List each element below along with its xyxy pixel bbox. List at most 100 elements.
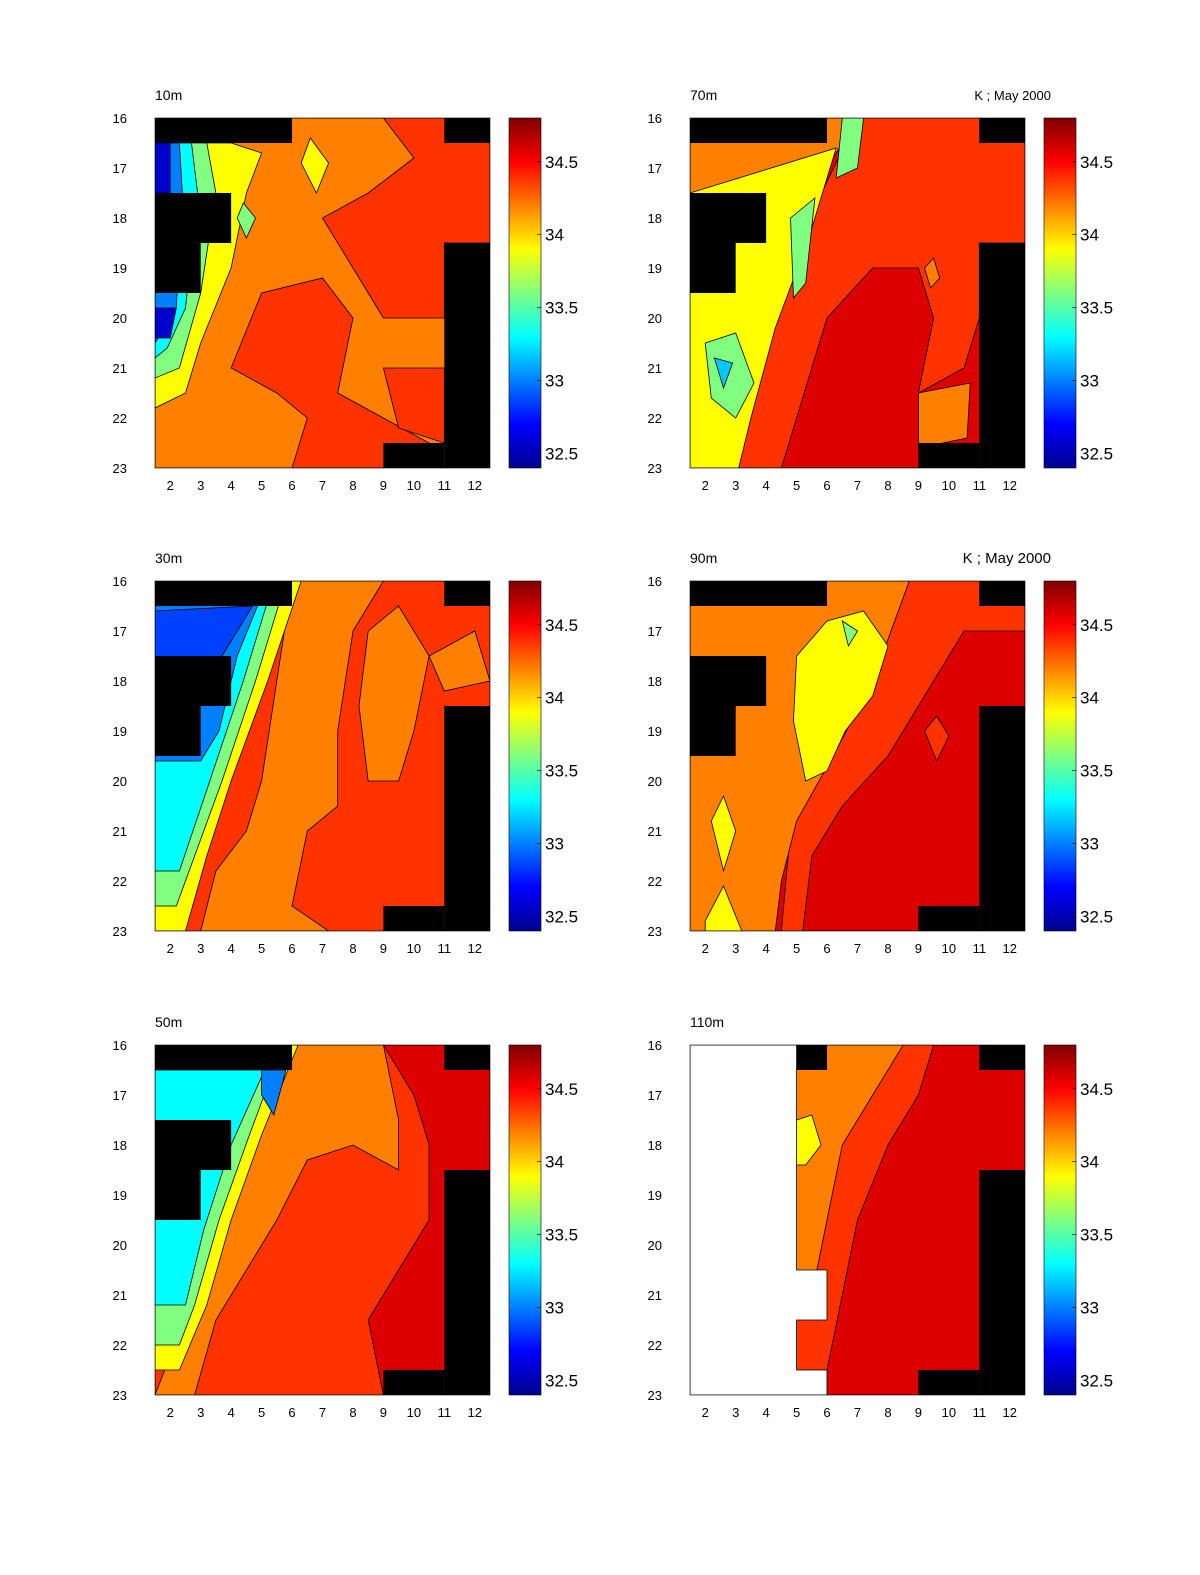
y-tick-label: 21 bbox=[648, 361, 662, 376]
colorbar-tick-label: 33.5 bbox=[545, 1226, 578, 1245]
y-tick-label: 17 bbox=[648, 624, 662, 639]
contour-region bbox=[200, 581, 384, 931]
y-tick-label: 19 bbox=[648, 1188, 662, 1203]
y-tick-label: 20 bbox=[648, 774, 662, 789]
x-tick-label: 3 bbox=[197, 941, 204, 956]
land-mask bbox=[444, 118, 490, 143]
land-mask bbox=[690, 706, 736, 756]
land-mask bbox=[444, 1045, 490, 1070]
x-tick-label: 6 bbox=[288, 478, 295, 493]
x-tick-label: 9 bbox=[915, 941, 922, 956]
land-mask bbox=[155, 706, 201, 756]
y-tick-label: 20 bbox=[648, 311, 662, 326]
x-tick-label: 9 bbox=[380, 1405, 387, 1420]
x-tick-label: 7 bbox=[319, 941, 326, 956]
land-mask bbox=[918, 1370, 980, 1395]
land-mask bbox=[979, 581, 1025, 606]
colorbar-tick-label: 33.5 bbox=[545, 762, 578, 781]
colorbar-tick-label: 34.5 bbox=[545, 1080, 578, 1099]
y-tick-label: 18 bbox=[113, 211, 127, 226]
land-mask bbox=[444, 706, 490, 931]
x-tick-label: 11 bbox=[973, 478, 987, 493]
contour-region bbox=[924, 715, 950, 762]
x-tick-label: 3 bbox=[197, 1405, 204, 1420]
land-mask bbox=[979, 1045, 1025, 1070]
x-tick-label: 4 bbox=[763, 941, 770, 956]
colorbar-tick-label: 33 bbox=[545, 1299, 564, 1318]
y-tick-label: 17 bbox=[648, 161, 662, 176]
colorbar bbox=[1043, 580, 1077, 932]
y-tick-label: 22 bbox=[113, 1338, 127, 1353]
x-tick-label: 10 bbox=[407, 478, 421, 493]
colorbar-tick-label: 34.5 bbox=[545, 616, 578, 635]
y-tick-label: 17 bbox=[113, 624, 127, 639]
y-tick-label: 19 bbox=[648, 261, 662, 276]
plot-frame bbox=[689, 1044, 1026, 1396]
contour-field bbox=[155, 118, 490, 468]
colorbar bbox=[508, 580, 542, 932]
plot-frame bbox=[689, 580, 1026, 932]
x-tick-label: 11 bbox=[438, 1405, 452, 1420]
land-mask bbox=[979, 118, 1025, 143]
land-mask bbox=[918, 906, 980, 931]
x-tick-label: 12 bbox=[1003, 478, 1017, 493]
colorbar bbox=[1043, 1044, 1077, 1396]
colorbar bbox=[508, 1044, 542, 1396]
x-tick-label: 5 bbox=[793, 478, 800, 493]
contour-region bbox=[841, 620, 859, 648]
x-tick-label: 9 bbox=[915, 1405, 922, 1420]
y-tick-label: 16 bbox=[113, 574, 127, 589]
x-tick-label: 3 bbox=[732, 1405, 739, 1420]
colorbar-tick-label: 34 bbox=[1080, 689, 1099, 708]
y-tick-label: 20 bbox=[113, 1238, 127, 1253]
y-tick-label: 22 bbox=[113, 411, 127, 426]
contour-region bbox=[790, 197, 816, 300]
y-tick-label: 18 bbox=[648, 211, 662, 226]
y-tick-label: 21 bbox=[113, 824, 127, 839]
contour-region bbox=[690, 1045, 828, 1395]
x-tick-label: 6 bbox=[823, 478, 830, 493]
panel-title: 90m bbox=[690, 550, 717, 566]
land-mask bbox=[690, 581, 828, 606]
contour-region bbox=[428, 630, 490, 692]
contour-field bbox=[690, 1045, 1025, 1395]
x-tick-label: 8 bbox=[349, 941, 356, 956]
contour-region bbox=[918, 382, 971, 449]
y-tick-label: 17 bbox=[648, 1088, 662, 1103]
land-mask bbox=[383, 906, 445, 931]
land-mask bbox=[155, 193, 232, 243]
land-mask bbox=[690, 656, 767, 706]
contour-region bbox=[358, 605, 430, 782]
y-tick-label: 23 bbox=[113, 461, 127, 476]
x-tick-label: 6 bbox=[823, 1405, 830, 1420]
y-tick-label: 20 bbox=[113, 774, 127, 789]
x-tick-label: 8 bbox=[884, 941, 891, 956]
x-tick-label: 4 bbox=[228, 941, 235, 956]
x-tick-label: 8 bbox=[349, 1405, 356, 1420]
y-tick-label: 18 bbox=[648, 674, 662, 689]
land-mask bbox=[979, 243, 1025, 468]
colorbar-tick-label: 32.5 bbox=[545, 444, 578, 463]
x-tick-label: 10 bbox=[407, 1405, 421, 1420]
y-tick-label: 22 bbox=[113, 874, 127, 889]
y-tick-label: 16 bbox=[648, 574, 662, 589]
land-mask bbox=[155, 1170, 201, 1220]
panel-annotation: K ; May 2000 bbox=[974, 88, 1051, 103]
land-mask bbox=[690, 118, 828, 143]
plot-frame bbox=[154, 580, 491, 932]
x-tick-label: 10 bbox=[942, 941, 956, 956]
x-tick-label: 3 bbox=[732, 941, 739, 956]
y-tick-label: 21 bbox=[113, 361, 127, 376]
land-mask bbox=[979, 706, 1025, 931]
x-tick-label: 7 bbox=[854, 941, 861, 956]
contour-field bbox=[690, 118, 1025, 468]
colorbar-tick-label: 34 bbox=[545, 1153, 564, 1172]
x-tick-label: 9 bbox=[380, 941, 387, 956]
x-tick-label: 2 bbox=[167, 1405, 174, 1420]
y-tick-label: 23 bbox=[113, 1388, 127, 1403]
x-tick-label: 4 bbox=[763, 1405, 770, 1420]
